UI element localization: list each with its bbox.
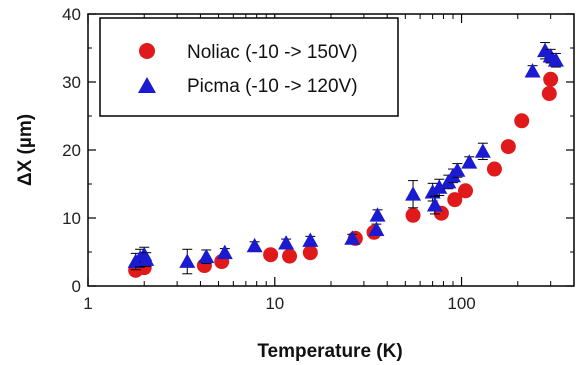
data-point-noliac	[500, 139, 516, 155]
data-point-noliac	[405, 207, 421, 223]
data-point-picma	[198, 248, 215, 264]
legend-marker-picma	[138, 77, 156, 93]
plot-area	[127, 42, 564, 278]
data-point-picma	[138, 251, 155, 266]
data-point-noliac	[486, 161, 502, 177]
data-point-noliac	[543, 71, 559, 87]
legend-label-picma: Picma (-10 -> 120V)	[187, 76, 358, 97]
legend-label-noliac: Noliac (-10 -> 150V)	[187, 42, 358, 63]
data-point-noliac	[514, 113, 530, 129]
legend-box	[99, 17, 399, 117]
data-point-picma	[426, 197, 443, 212]
data-point-noliac	[447, 192, 463, 208]
data-point-noliac	[458, 183, 474, 199]
y-tick-label: 40	[62, 5, 81, 24]
data-point-picma	[179, 253, 196, 268]
data-point-picma	[369, 207, 386, 222]
y-tick-label: 0	[72, 277, 81, 296]
legend-marker-noliac	[139, 43, 155, 59]
data-point-picma	[302, 232, 319, 247]
data-point-picma	[246, 237, 263, 253]
y-tick-label: 30	[62, 73, 81, 92]
data-point-picma	[449, 162, 466, 177]
data-point-picma	[424, 184, 441, 199]
x-axis-title: Temperature (K)	[257, 341, 402, 362]
y-tick-label: 20	[62, 141, 81, 160]
data-point-picma	[474, 143, 491, 158]
data-point-picma	[405, 186, 422, 201]
data-point-noliac	[302, 245, 318, 261]
data-point-picma	[216, 244, 233, 260]
data-point-picma	[547, 52, 564, 67]
x-tick-label: 10	[265, 294, 284, 313]
x-tick-label: 1	[83, 294, 92, 313]
legend: Noliac (-10 -> 150V) Picma (-10 -> 120V)	[99, 17, 399, 117]
data-point-noliac	[541, 86, 557, 102]
series-picma	[127, 42, 564, 275]
data-point-noliac	[263, 247, 279, 263]
data-point-picma	[524, 63, 541, 78]
data-point-picma	[368, 221, 385, 236]
data-point-noliac	[282, 248, 298, 264]
data-point-picma	[278, 235, 295, 250]
y-axis-title: ΔX (µm)	[15, 114, 36, 186]
y-tick-label: 10	[62, 209, 81, 228]
data-point-picma	[461, 154, 478, 169]
data-point-picma	[431, 179, 448, 194]
data-point-picma	[344, 230, 361, 245]
x-tick-label: 100	[447, 294, 475, 313]
axes: 0 10 20 30 40 1 10 100	[62, 5, 575, 313]
